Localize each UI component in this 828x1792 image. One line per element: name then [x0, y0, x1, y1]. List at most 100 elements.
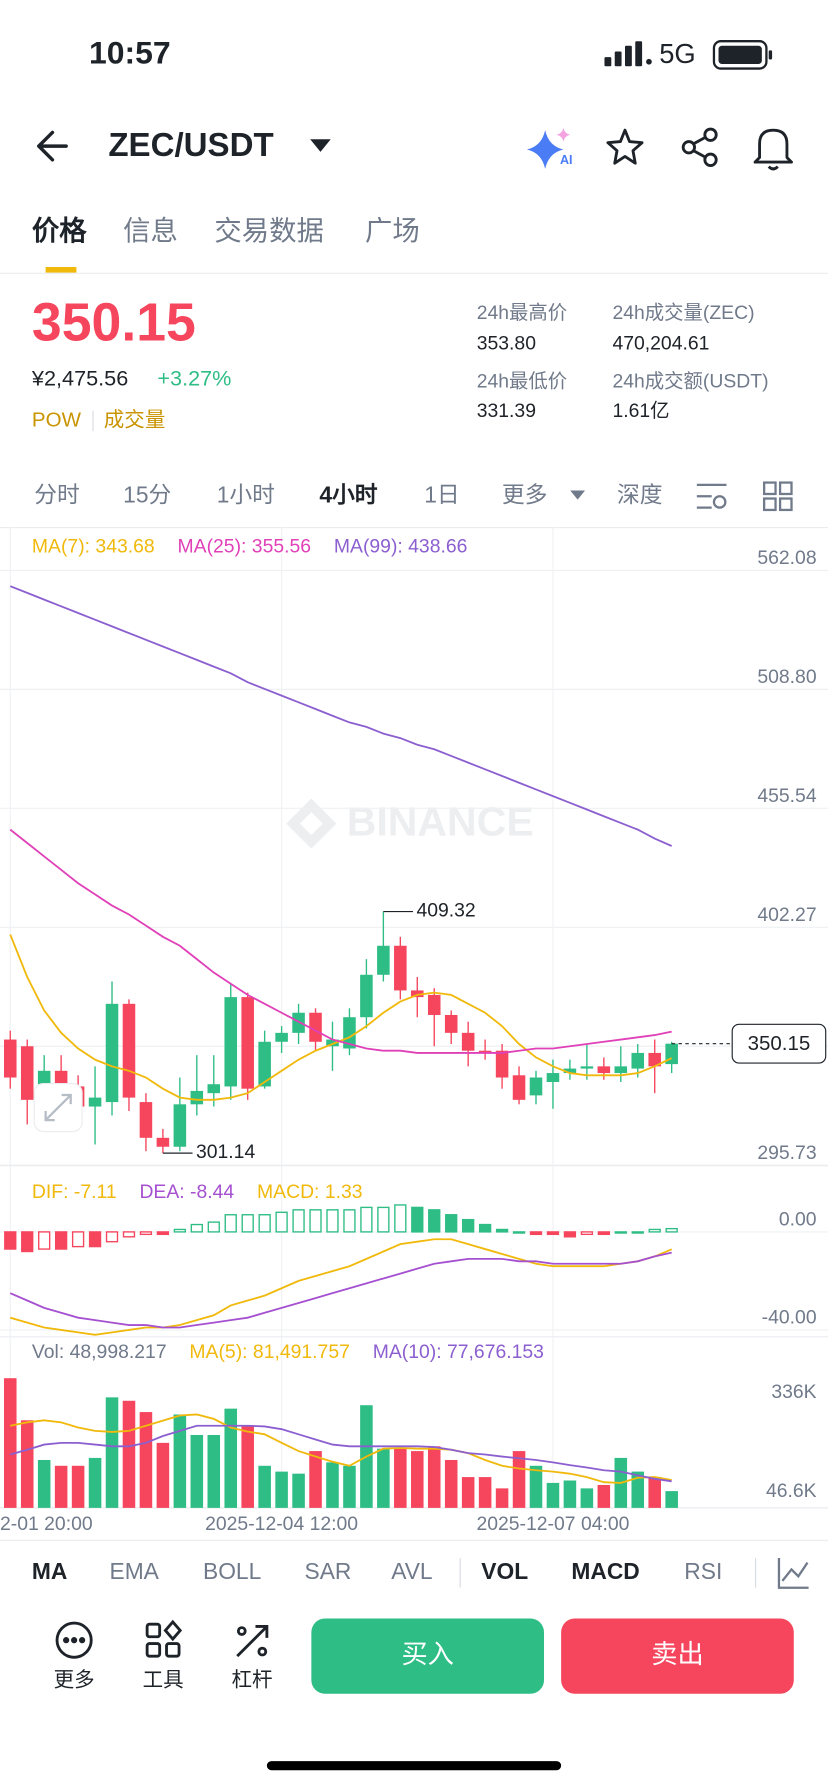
candle-body: [377, 945, 390, 975]
interval[interactable]: 深度: [617, 481, 663, 507]
macd-bar: [360, 1206, 373, 1233]
indicator-settings[interactable]: [777, 1558, 809, 1589]
macd-bar: [292, 1209, 305, 1233]
candle-body: [3, 1039, 17, 1078]
buy-label[interactable]: 买入: [401, 1639, 453, 1669]
volume-bar: [495, 1488, 509, 1508]
macd-bar: [207, 1221, 220, 1233]
interval-active[interactable]: 4小时: [319, 481, 377, 507]
y-tick-label: 295.73: [757, 1142, 816, 1164]
volume-bar: [631, 1471, 645, 1508]
volume-bar: [292, 1473, 305, 1508]
volume-bar: [648, 1477, 661, 1508]
volume-bar: [275, 1471, 288, 1508]
interval[interactable]: 分时: [34, 481, 80, 507]
ai-button[interactable]: AI: [526, 127, 573, 169]
indicator[interactable]: EMA: [109, 1558, 159, 1584]
alert-button[interactable]: [753, 128, 793, 171]
volume-bar: [461, 1477, 475, 1508]
margin-action-icon[interactable]: [236, 1625, 269, 1658]
volume-bar: [3, 1378, 17, 1508]
indicator[interactable]: RSI: [684, 1558, 722, 1584]
volume-bar: [665, 1491, 678, 1508]
volume-bar: [71, 1465, 85, 1508]
share-button[interactable]: [681, 127, 718, 167]
candle-body: [461, 1032, 475, 1051]
indicator-active[interactable]: MA: [32, 1558, 67, 1584]
interval-more[interactable]: 更多: [502, 481, 548, 507]
indicator-active[interactable]: MACD: [571, 1558, 639, 1584]
indicator[interactable]: BOLL: [203, 1558, 261, 1584]
price-cny: ¥2,475.56: [31, 366, 128, 391]
indicator[interactable]: AVL: [391, 1558, 432, 1584]
tools-action-icon[interactable]: [145, 1619, 183, 1658]
tab[interactable]: 交易数据: [214, 215, 323, 246]
indicator[interactable]: SAR: [305, 1558, 352, 1584]
candle-body: [292, 1012, 305, 1033]
tab[interactable]: 信息: [123, 215, 178, 246]
y-tick-label: 508.80: [757, 666, 816, 688]
more-dropdown[interactable]: [570, 490, 586, 500]
volume-bar: [122, 1400, 136, 1508]
action-label[interactable]: 杠杆: [232, 1669, 273, 1692]
legend-entry: DIF: -7.11: [32, 1181, 117, 1203]
sell-label[interactable]: 卖出: [651, 1639, 703, 1669]
tag[interactable]: POW: [32, 408, 82, 431]
divider: [0, 272, 828, 274]
signal-icon: [604, 41, 652, 67]
interval[interactable]: 15分: [123, 481, 171, 507]
candle-body: [88, 1097, 102, 1107]
watermark-text: BINANCE: [347, 799, 534, 845]
divider: [0, 1539, 828, 1541]
macd-bar: [648, 1228, 661, 1233]
indicator-active[interactable]: VOL: [481, 1558, 528, 1584]
stat-label: 24h成交额(USDT): [612, 370, 768, 392]
candle-body: [258, 1041, 271, 1087]
macd-bar: [563, 1231, 577, 1238]
action-label[interactable]: 更多: [54, 1669, 95, 1692]
interval[interactable]: 1日: [424, 481, 459, 507]
back-button[interactable]: [37, 130, 68, 162]
last-price: 350.15: [32, 292, 196, 352]
interval[interactable]: 1小时: [217, 481, 275, 507]
x-tick-label: 2-01 20:00: [0, 1513, 93, 1535]
legend-entry: MA(5): 81,491.757: [189, 1341, 349, 1363]
legend-entry: DEA: -8.44: [139, 1181, 234, 1203]
candle-body: [512, 1075, 526, 1100]
layout-button[interactable]: [762, 481, 793, 512]
indicator-line: [9, 934, 673, 1101]
chart-settings-button[interactable]: [696, 483, 727, 509]
candle-body: [105, 1003, 119, 1103]
high-label: 409.32: [416, 900, 475, 922]
action-label[interactable]: 工具: [143, 1669, 184, 1692]
macd-bar: [224, 1214, 237, 1233]
candle-body: [614, 1066, 628, 1074]
pair-title[interactable]: ZEC/USDT: [108, 127, 273, 164]
pair-dropdown[interactable]: [310, 139, 331, 152]
tab[interactable]: 广场: [365, 215, 420, 246]
candle-body: [139, 1102, 153, 1138]
tab-indicator: [45, 267, 77, 273]
ai-label: AI: [560, 153, 573, 167]
candle-body: [563, 1068, 577, 1074]
volume-bar: [597, 1484, 611, 1508]
more-action-icon[interactable]: [55, 1621, 93, 1659]
candle-body: [580, 1066, 594, 1069]
volume-bar: [241, 1425, 254, 1508]
candle-body: [597, 1066, 611, 1074]
candle-body: [360, 974, 373, 1018]
buy-button[interactable]: [311, 1618, 545, 1694]
expand-button[interactable]: [33, 1083, 83, 1133]
indicator-line: [9, 828, 672, 1054]
tag[interactable]: 成交量: [104, 408, 166, 431]
macd-bar: [580, 1231, 594, 1236]
candle-body: [241, 997, 254, 1089]
candle-body: [20, 1046, 34, 1100]
macd-bar: [122, 1231, 136, 1238]
sell-button[interactable]: [561, 1618, 794, 1694]
tab-active[interactable]: 价格: [32, 215, 87, 246]
favorite-button[interactable]: [606, 128, 644, 165]
volume-bar: [37, 1459, 51, 1508]
stat-label: 24h成交量(ZEC): [612, 302, 754, 324]
macd-bar: [105, 1231, 119, 1243]
